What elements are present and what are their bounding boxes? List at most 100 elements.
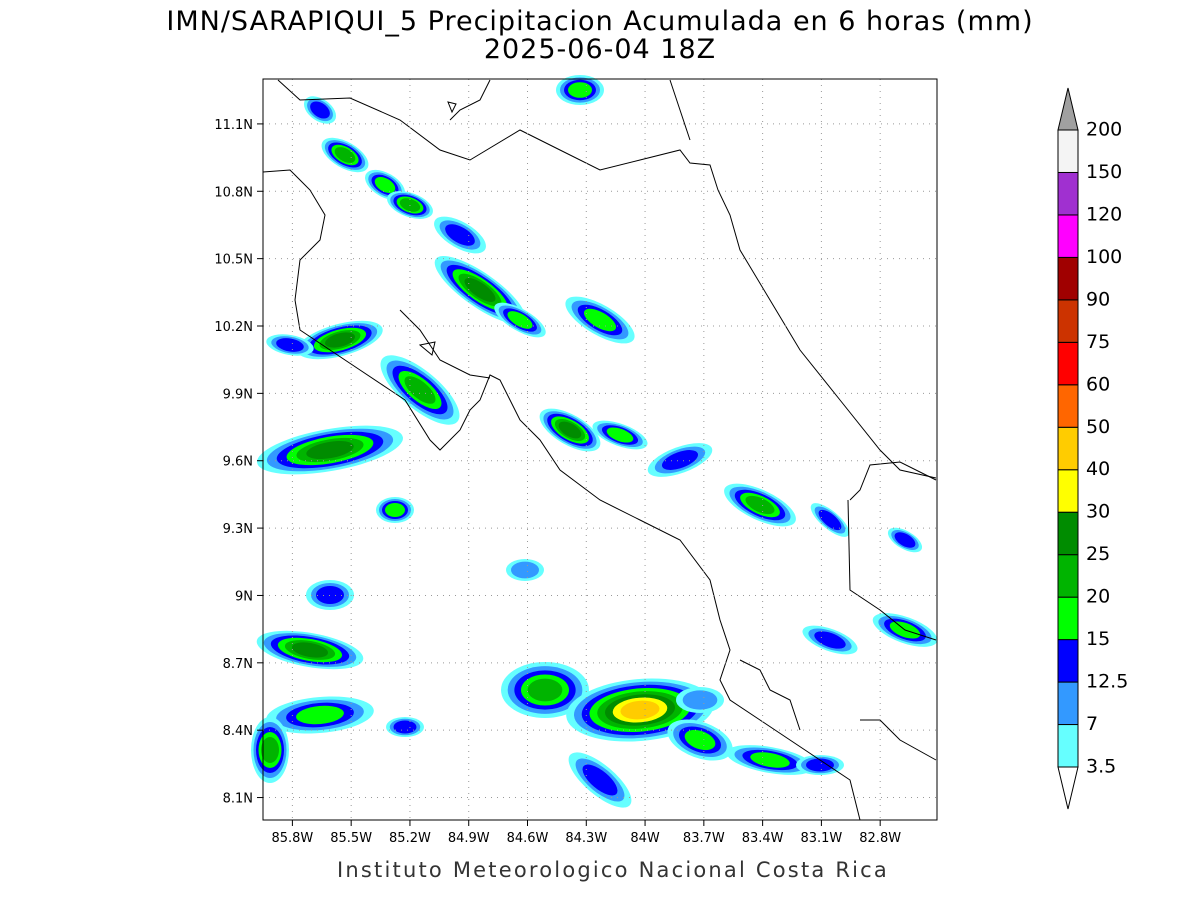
coast-line: [847, 499, 937, 641]
colorbar-box: [1057, 469, 1079, 513]
axes: 85.8W 85.5W 85.2W 84.9W 84.6W 84.3W 84W 83.7W 83…: [214, 118, 901, 846]
colorbar-box: [1057, 256, 1079, 301]
colorbar: 3.5 7 12.5 15 20 25 30 40 50 60 75 90 100 120 150 200: [1057, 87, 1128, 810]
rain-area: [464, 278, 496, 302]
colorbar-over: [1057, 87, 1079, 131]
colorbar-label: 7: [1086, 713, 1098, 735]
x-tick-label: 85.2W: [389, 831, 431, 846]
rain-area: [374, 176, 396, 194]
rain-area: [276, 338, 304, 352]
colorbar-box: [1057, 384, 1079, 428]
colorbar-box: [1057, 511, 1079, 556]
y-tick-label: 9N: [235, 589, 253, 604]
colorbar-label: 90: [1086, 288, 1110, 310]
rain-area: [310, 101, 330, 119]
x-tick-label: 85.5W: [330, 831, 372, 846]
rain-area: [606, 427, 634, 443]
map-frame: [262, 78, 938, 821]
colorbar-box: [1057, 341, 1079, 386]
rain-area: [818, 509, 842, 531]
colorbar-box: [1057, 171, 1079, 216]
rain-area: [445, 224, 475, 246]
colorbar-box: [1057, 129, 1079, 173]
coast-line: [277, 79, 937, 479]
rain-area: [385, 503, 405, 517]
rain-area: [261, 737, 279, 763]
coast-line: [849, 461, 937, 501]
rain-area: [814, 631, 846, 649]
y-tick-label: 10.5N: [214, 253, 253, 268]
rain-area: [324, 332, 356, 348]
colorbar-label: 60: [1086, 373, 1110, 395]
colorbar-label: 3.5: [1086, 756, 1116, 778]
y-tick-label: 8.4N: [223, 724, 253, 739]
rain-area: [582, 764, 618, 796]
colorbar-label: 15: [1086, 628, 1110, 650]
x-tick-label: 83.1W: [800, 831, 842, 846]
rain-area: [296, 705, 344, 725]
x-tick-label: 85.8W: [271, 831, 313, 846]
colorbar-box: [1057, 681, 1079, 726]
colorbar-under: [1057, 766, 1079, 810]
colorbar-label: 20: [1086, 586, 1110, 608]
colorbar-box: [1057, 299, 1079, 343]
y-tick-label: 11.1N: [214, 118, 253, 133]
y-tick-label: 9.9N: [223, 387, 253, 402]
y-tick-label: 8.7N: [223, 657, 253, 672]
x-tick-label: 84.6W: [507, 831, 549, 846]
rain-area: [620, 700, 660, 720]
colorbar-label: 30: [1086, 501, 1110, 523]
x-tick-label: 84.3W: [565, 831, 607, 846]
colorbar-box: [1057, 554, 1079, 598]
colorbar-label: 40: [1086, 458, 1110, 480]
rain-area: [404, 376, 436, 404]
precipitation-field: [251, 75, 938, 808]
rain-area: [507, 311, 533, 329]
y-tick-label: 9.6N: [223, 455, 253, 470]
rain-area: [583, 308, 617, 332]
coast-line: [860, 719, 937, 761]
colorbar-box: [1057, 596, 1079, 641]
x-tick-label: 84W: [630, 831, 660, 846]
island: [447, 101, 457, 114]
y-tick-label: 10.2N: [214, 320, 253, 335]
rain-area: [568, 82, 592, 98]
coast-line: [399, 309, 491, 379]
colorbar-label: 75: [1086, 331, 1110, 353]
rain-area: [806, 758, 834, 772]
x-tick-label: 83.4W: [742, 831, 784, 846]
footer: Instituto Meteorologico Nacional Costa R…: [337, 858, 889, 882]
island: [418, 341, 436, 356]
rain-area: [393, 720, 417, 734]
colorbar-label: 100: [1086, 246, 1122, 268]
x-tick-label: 83.7W: [683, 831, 725, 846]
rain-area: [684, 729, 716, 751]
colorbar-box: [1057, 639, 1079, 683]
y-tick-label: 9.3N: [223, 522, 253, 537]
rain-area: [511, 561, 539, 579]
rain-area: [334, 147, 356, 163]
y-tick-label: 8.1N: [223, 792, 253, 807]
grid: [263, 79, 937, 820]
y-tick-label: 10.8N: [214, 185, 253, 200]
x-tick-label: 84.9W: [448, 831, 490, 846]
colorbar-label: 150: [1086, 161, 1122, 183]
rain-area: [661, 450, 699, 470]
colorbar-box: [1057, 214, 1079, 258]
rain-area: [527, 678, 563, 702]
colorbar-box: [1057, 724, 1079, 768]
rain-area: [894, 532, 916, 548]
title: IMN/SARAPIQUI_5 Precipitacion Acumulada …: [166, 6, 1033, 37]
colorbar-label: 200: [1086, 119, 1122, 141]
coastlines: [262, 79, 937, 821]
rain-area: [306, 440, 354, 460]
colorbar-box: [1057, 426, 1079, 471]
subtitle: 2025-06-04 18Z: [484, 34, 716, 65]
colorbar-label: 25: [1086, 543, 1110, 565]
colorbar-label: 120: [1086, 203, 1122, 225]
rain-area: [750, 752, 790, 768]
rain-area: [558, 421, 582, 439]
coast-line: [449, 79, 491, 121]
colorbar-label: 50: [1086, 416, 1110, 438]
